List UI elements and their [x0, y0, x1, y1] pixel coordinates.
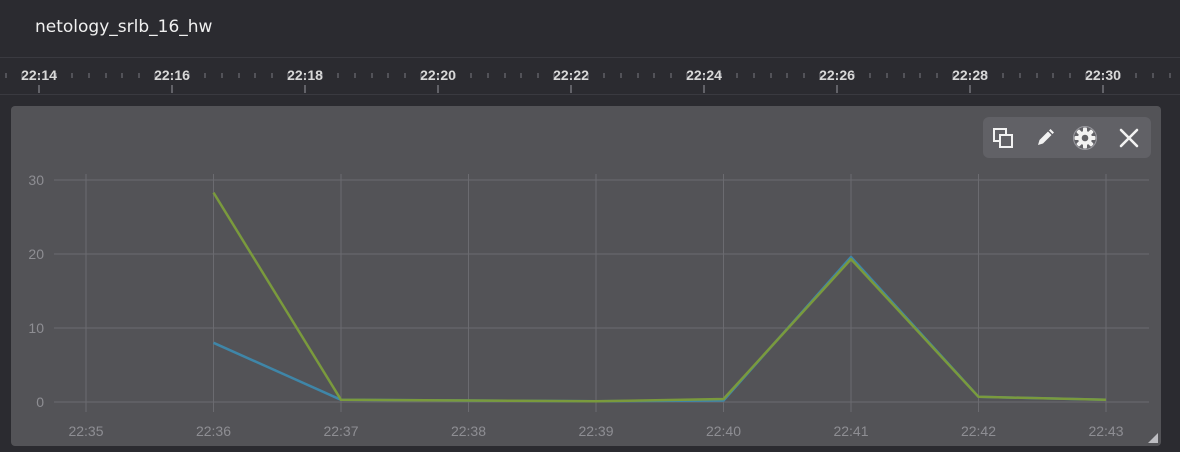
x-tick-label: 22:37	[323, 423, 358, 439]
x-tick-label: 22:43	[1088, 423, 1123, 439]
y-tick-label: 0	[36, 394, 44, 410]
edit-icon	[1038, 129, 1054, 145]
timeline-tick-label: 22:16	[154, 67, 190, 83]
timeline-tick-label: 22:14	[21, 67, 57, 83]
timeline-tick-label: 22:30	[1085, 67, 1121, 83]
top-bar: netology_srlb_16_hw	[0, 0, 1180, 56]
duplicate-button[interactable]	[989, 124, 1017, 152]
x-tick-label: 22:38	[451, 423, 486, 439]
timeline-tick-label: 22:20	[420, 67, 456, 83]
x-tick-label: 22:40	[706, 423, 741, 439]
dashboard-title: netology_srlb_16_hw	[35, 17, 213, 37]
duplicate-icon	[993, 128, 1013, 148]
timeline-tick-label: 22:18	[287, 67, 323, 83]
panel-toolbar	[983, 117, 1151, 158]
time-range-timeline[interactable]: 22:14 22:16 22:18 22:20 22:22 22:24 22:26 22:28…	[0, 57, 1180, 95]
resize-handle-icon[interactable]	[1148, 433, 1158, 443]
edit-button[interactable]	[1031, 124, 1059, 152]
close-button[interactable]	[1115, 124, 1143, 152]
x-tick-label: 22:42	[961, 423, 996, 439]
settings-icon	[1073, 126, 1097, 150]
close-icon	[1119, 128, 1139, 148]
series-line-1	[212, 255, 1107, 403]
x-tick-label: 22:39	[578, 423, 613, 439]
timeline-tick-label: 22:24	[686, 67, 722, 83]
x-tick-label: 22:35	[68, 423, 103, 439]
series-line-2	[212, 191, 1107, 403]
x-tick-label: 22:36	[196, 423, 231, 439]
y-tick-label: 10	[28, 320, 44, 336]
timeline-tick-label: 22:26	[819, 67, 855, 83]
y-tick-label: 20	[28, 246, 44, 262]
line-chart: 0 10 20 30 22:35 22:36 22:37 22:38 22:39 22:40 22:…	[28, 172, 1149, 439]
settings-button[interactable]	[1071, 124, 1099, 152]
timeline-tick-label: 22:28	[952, 67, 988, 83]
chart-panel: 0 10 20 30 22:35 22:36 22:37 22:38 22:39 22:40 22:…	[11, 106, 1161, 446]
timeline-ruler: 22:14 22:16 22:18 22:20 22:22 22:24 22:26 22:28…	[5, 67, 1171, 93]
x-tick-label: 22:41	[833, 423, 868, 439]
y-tick-label: 30	[28, 172, 44, 188]
timeline-tick-label: 22:22	[553, 67, 589, 83]
